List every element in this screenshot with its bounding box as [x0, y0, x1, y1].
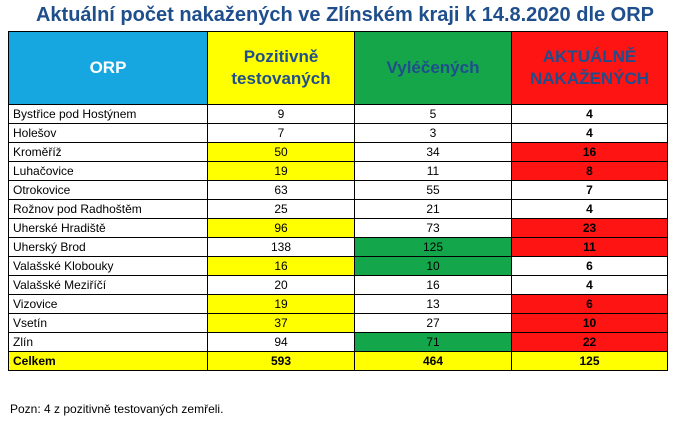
- cell-recovered: 27: [354, 313, 512, 333]
- cell-active: 22: [511, 332, 668, 352]
- table-header-row: ORP Pozitivně testovaných Vyléčených AKT…: [8, 31, 668, 105]
- cell-positive: 63: [207, 180, 355, 200]
- page-title: Aktuální počet nakažených ve Zlínském kr…: [35, 4, 655, 26]
- cell-positive: 9: [207, 104, 355, 124]
- cell-positive: 50: [207, 142, 355, 162]
- cell-active: 8: [511, 161, 668, 181]
- cell-orp-name: Uherské Hradiště: [8, 218, 208, 238]
- table-row: Zlín 94 71 22: [8, 332, 668, 352]
- cell-orp-name: Bystřice pod Hostýnem: [8, 104, 208, 124]
- cell-orp-name: Zlín: [8, 332, 208, 352]
- cell-orp-name: Uherský Brod: [8, 237, 208, 257]
- header-orp: ORP: [8, 31, 208, 105]
- cell-recovered: 71: [354, 332, 512, 352]
- header-active: AKTUÁLNĚ NAKAŽENÝCH: [511, 31, 668, 105]
- table-row: Kroměříž 50 34 16: [8, 142, 668, 162]
- total-row: Celkem 593 464 125: [8, 351, 668, 371]
- cell-active: 4: [511, 123, 668, 143]
- cell-recovered: 16: [354, 275, 512, 295]
- table-row: Holešov 7 3 4: [8, 123, 668, 143]
- cell-positive: 16: [207, 256, 355, 276]
- cell-orp-name: Vsetín: [8, 313, 208, 333]
- cell-recovered: 125: [354, 237, 512, 257]
- cell-positive: 138: [207, 237, 355, 257]
- header-positive: Pozitivně testovaných: [207, 31, 355, 105]
- infection-table: ORP Pozitivně testovaných Vyléčených AKT…: [8, 31, 668, 371]
- footnote: Pozn: 4 z pozitivně testovaných zemřeli.: [10, 402, 224, 416]
- cell-recovered: 21: [354, 199, 512, 219]
- cell-active: 7: [511, 180, 668, 200]
- table-row: Otrokovice 63 55 7: [8, 180, 668, 200]
- cell-orp-name: Valašské Meziříčí: [8, 275, 208, 295]
- cell-recovered: 34: [354, 142, 512, 162]
- total-positive: 593: [207, 351, 355, 371]
- cell-active: 6: [511, 256, 668, 276]
- cell-orp-name: Rožnov pod Radhoštěm: [8, 199, 208, 219]
- cell-active: 23: [511, 218, 668, 238]
- cell-active: 16: [511, 142, 668, 162]
- table-row: Bystřice pod Hostýnem 9 5 4: [8, 104, 668, 124]
- cell-recovered: 13: [354, 294, 512, 314]
- cell-positive: 19: [207, 161, 355, 181]
- cell-recovered: 11: [354, 161, 512, 181]
- cell-orp-name: Holešov: [8, 123, 208, 143]
- cell-positive: 94: [207, 332, 355, 352]
- cell-positive: 37: [207, 313, 355, 333]
- cell-positive: 19: [207, 294, 355, 314]
- table-row: Vizovice 19 13 6: [8, 294, 668, 314]
- cell-orp-name: Vizovice: [8, 294, 208, 314]
- cell-active: 6: [511, 294, 668, 314]
- cell-positive: 96: [207, 218, 355, 238]
- cell-recovered: 10: [354, 256, 512, 276]
- cell-orp-name: Luhačovice: [8, 161, 208, 181]
- header-recovered: Vyléčených: [354, 31, 512, 105]
- total-label: Celkem: [8, 351, 208, 371]
- total-active: 125: [511, 351, 668, 371]
- cell-recovered: 73: [354, 218, 512, 238]
- table-row: Rožnov pod Radhoštěm 25 21 4: [8, 199, 668, 219]
- table-row: Uherské Hradiště 96 73 23: [8, 218, 668, 238]
- cell-positive: 20: [207, 275, 355, 295]
- cell-orp-name: Valašské Klobouky: [8, 256, 208, 276]
- cell-active: 10: [511, 313, 668, 333]
- cell-positive: 7: [207, 123, 355, 143]
- cell-recovered: 55: [354, 180, 512, 200]
- table-row: Vsetín 37 27 10: [8, 313, 668, 333]
- cell-active: 4: [511, 275, 668, 295]
- cell-active: 11: [511, 237, 668, 257]
- table-row: Uherský Brod 138 125 11: [8, 237, 668, 257]
- total-recovered: 464: [354, 351, 512, 371]
- cell-orp-name: Otrokovice: [8, 180, 208, 200]
- cell-orp-name: Kroměříž: [8, 142, 208, 162]
- cell-positive: 25: [207, 199, 355, 219]
- table-row: Valašské Meziříčí 20 16 4: [8, 275, 668, 295]
- table-row: Valašské Klobouky 16 10 6: [8, 256, 668, 276]
- cell-recovered: 3: [354, 123, 512, 143]
- cell-recovered: 5: [354, 104, 512, 124]
- table-row: Luhačovice 19 11 8: [8, 161, 668, 181]
- cell-active: 4: [511, 199, 668, 219]
- cell-active: 4: [511, 104, 668, 124]
